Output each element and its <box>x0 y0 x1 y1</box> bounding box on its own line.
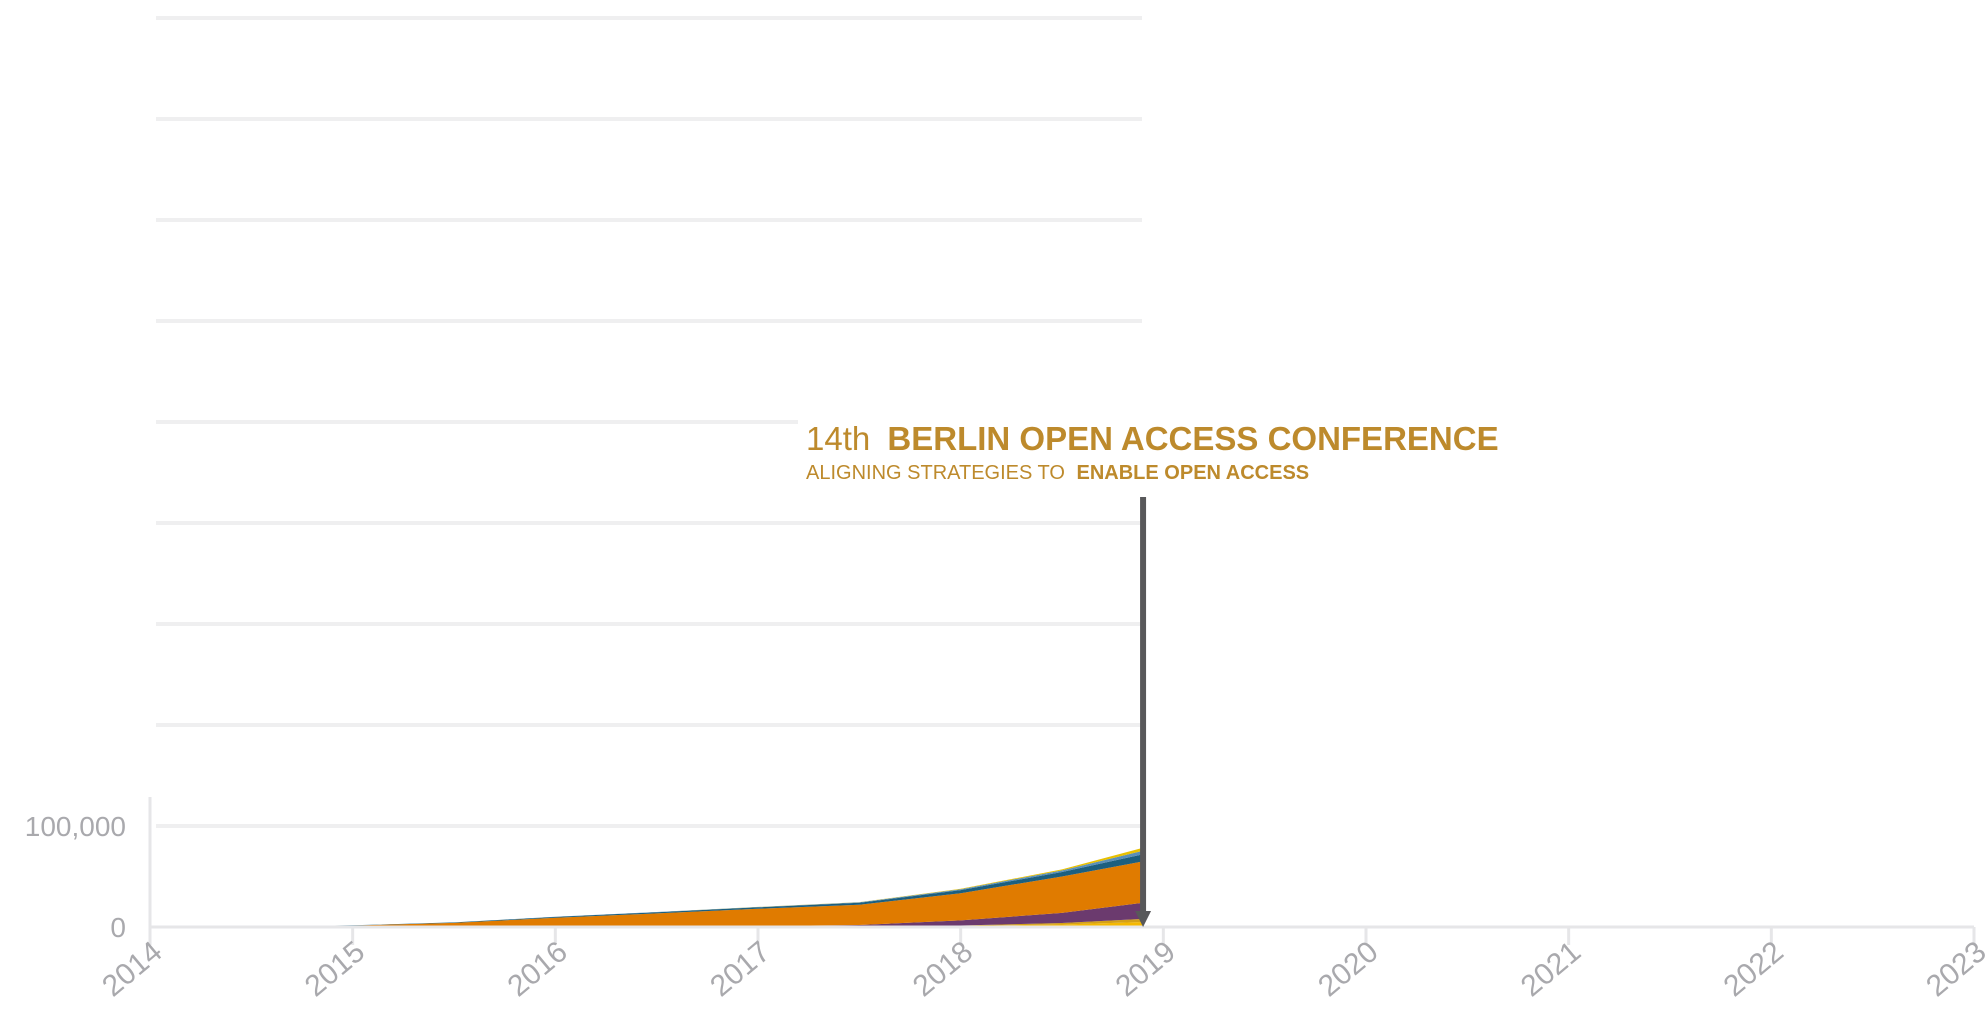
x-axis-ticks: 2014 2015 2016 2017 2018 2019 2020 2021 2022 2023 <box>96 927 1987 1003</box>
annotation-subtitle-prefix: ALIGNING STRATEGIES TO <box>806 462 1065 484</box>
x-tick-label: 2014 <box>96 935 168 1003</box>
x-tick-label: 2023 <box>1920 935 1987 1003</box>
annotation-title: 14th BERLIN OPEN ACCESS CONFERENCE <box>806 420 1499 457</box>
annotation-title-prefix: 14th <box>806 420 870 457</box>
x-tick-label: 2022 <box>1717 935 1789 1003</box>
y-gridlines <box>156 16 1142 828</box>
x-tick-label: 2016 <box>501 935 573 1003</box>
annotation-subtitle-bold: ENABLE OPEN ACCESS <box>1077 462 1310 484</box>
x-tick-label: 2020 <box>1312 935 1384 1003</box>
x-tick-label: 2015 <box>299 935 371 1003</box>
x-tick-label: 2021 <box>1515 935 1587 1003</box>
area-series-3 <box>150 861 1144 927</box>
y-tick-label: 100,000 <box>25 811 126 842</box>
annotation-arrow-icon <box>1135 911 1152 927</box>
annotation-subtitle: ALIGNING STRATEGIES TO ENABLE OPEN ACCES… <box>806 462 1309 484</box>
y-tick-label: 0 <box>110 912 126 943</box>
conference-annotation: 14th BERLIN OPEN ACCESS CONFERENCE ALIGN… <box>798 412 1499 927</box>
x-tick-label: 2019 <box>1109 935 1181 1003</box>
x-tick-label: 2018 <box>907 935 979 1003</box>
y-axis-ticks: 0 100,000 <box>25 811 126 943</box>
area-series <box>150 847 1144 927</box>
annotation-title-bold: BERLIN OPEN ACCESS CONFERENCE <box>887 420 1498 457</box>
x-tick-label: 2017 <box>704 935 776 1003</box>
annotation-background <box>798 412 1488 486</box>
